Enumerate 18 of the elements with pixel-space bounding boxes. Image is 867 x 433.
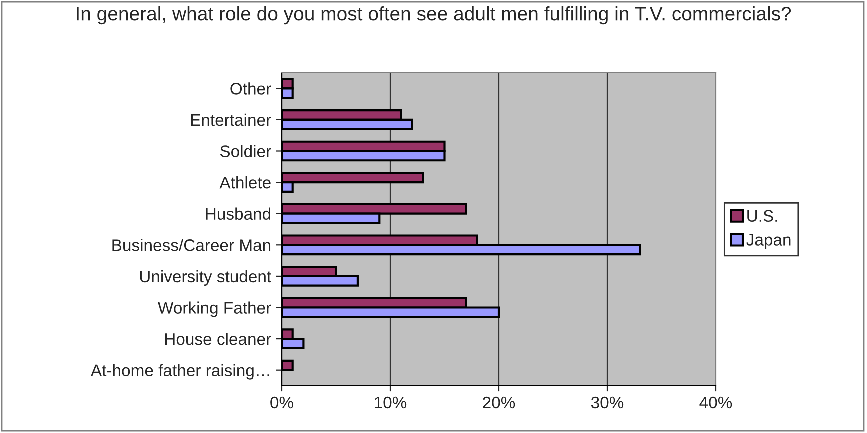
x-tick-label: 20% [483, 396, 516, 409]
y-tick-label: Soldier [220, 145, 272, 158]
legend-label: U.S. [748, 210, 778, 222]
y-tick-label: University student [140, 270, 272, 286]
y-tick-label: Working Father [158, 302, 272, 318]
y-tick-label: Entertainer [191, 114, 272, 126]
x-tick-label: 30% [591, 396, 624, 409]
x-tick-label: 0% [270, 396, 294, 409]
legend-label: Japan [746, 234, 791, 250]
y-tick-label: Other [230, 82, 272, 95]
y-tick-label: Husband [206, 208, 271, 220]
x-tick-label: 10% [375, 396, 407, 409]
x-tick-label: 40% [700, 396, 732, 409]
y-tick-label: At-home father raising… [90, 364, 270, 380]
y-tick-label: House cleaner [165, 333, 272, 346]
chart-title: In general, what role do you most often see adult men fulfilling in T.V. commercials? [77, 6, 792, 25]
y-tick-label: Athlete [220, 176, 271, 189]
y-tick-label: Business/Career Man [112, 239, 271, 252]
